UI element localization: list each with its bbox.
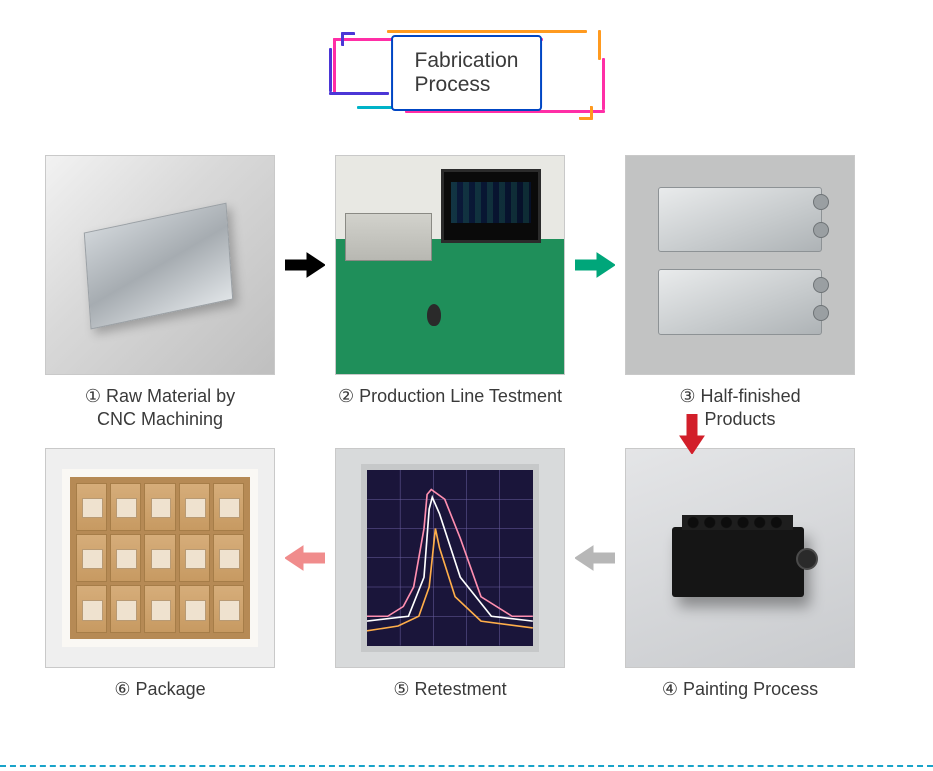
step-1-label: Raw Material byCNC Machining: [97, 386, 235, 429]
rf-unit-icon: [658, 187, 822, 252]
step-4-caption: ④ Painting Process: [662, 678, 818, 701]
monitor-icon: [441, 169, 541, 243]
step-2-caption: ② Production Line Testment: [338, 385, 562, 408]
step-2: ② Production Line Testment: [330, 155, 570, 408]
step-4-number: ④: [662, 679, 678, 699]
step-4-image: [625, 448, 855, 668]
arrow-3-4: [678, 406, 706, 461]
step-6: ⑥ Package: [40, 448, 280, 701]
decor-line: [333, 38, 336, 94]
step-3: ③ Half-finishedProducts: [620, 155, 860, 430]
arrow-5-6: [280, 448, 330, 668]
process-grid: ① Raw Material byCNC Machining ② Product…: [40, 155, 895, 701]
decor-line: [598, 30, 601, 60]
step-5-image: [335, 448, 565, 668]
arrow-right-icon: [575, 251, 615, 279]
step-2-label: Production Line Testment: [359, 386, 562, 406]
step-2-image: [335, 155, 565, 375]
step-6-caption: ⑥ Package: [114, 678, 205, 701]
step-1-image: [45, 155, 275, 375]
step-3-image: [625, 155, 855, 375]
step-1-number: ①: [85, 386, 101, 406]
step-2-number: ②: [338, 386, 354, 406]
arrow-down-icon: [678, 414, 706, 454]
arrow-4-5: [570, 448, 620, 668]
arrow-1-2: [280, 155, 330, 375]
arrow-left-icon: [285, 544, 325, 572]
painted-unit-icon: [672, 527, 804, 597]
step-6-number: ⑥: [114, 679, 130, 699]
arrow-2-3: [570, 155, 620, 375]
step-3-label: Half-finishedProducts: [701, 386, 801, 429]
analyzer-screen-icon: [361, 464, 539, 651]
step-4: ④ Painting Process: [620, 448, 860, 701]
step-5-number: ⑤: [393, 679, 409, 699]
step-3-number: ③: [679, 386, 695, 406]
decor-line: [329, 48, 332, 92]
step-1-caption: ① Raw Material byCNC Machining: [85, 385, 235, 430]
step-5-label: Retestment: [415, 679, 507, 699]
title-frame: Fabrication Process: [327, 18, 607, 128]
mouse-icon: [427, 304, 441, 326]
step-4-label: Painting Process: [683, 679, 818, 699]
step-5-caption: ⑤ Retestment: [393, 678, 506, 701]
carton-icon: [62, 469, 258, 648]
step-5: ⑤ Retestment: [330, 448, 570, 701]
decor-line: [602, 58, 605, 110]
arrow-right-icon: [285, 251, 325, 279]
step-6-image: [45, 448, 275, 668]
rf-unit-icon: [658, 269, 822, 334]
analyzer-icon: [345, 213, 432, 261]
decor-line: [579, 106, 593, 120]
step-1: ① Raw Material byCNC Machining: [40, 155, 280, 430]
decor-line: [387, 30, 587, 33]
arrow-left-icon: [575, 544, 615, 572]
step-6-label: Package: [136, 679, 206, 699]
decor-line: [341, 32, 355, 46]
page-title: Fabrication Process: [391, 35, 543, 111]
decor-line: [329, 92, 389, 95]
bottom-divider: [0, 765, 933, 767]
